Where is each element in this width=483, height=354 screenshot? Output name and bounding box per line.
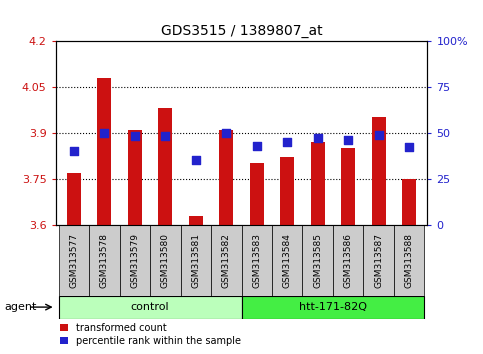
Bar [242, 296, 425, 319]
Text: GSM313582: GSM313582 [222, 233, 231, 288]
Bar [311, 142, 325, 225]
Bar [280, 157, 294, 225]
Bar [150, 225, 181, 296]
Text: GSM313588: GSM313588 [405, 233, 413, 288]
Point [100, 130, 108, 136]
Text: GSM313579: GSM313579 [130, 233, 139, 288]
Text: GSM313585: GSM313585 [313, 233, 322, 288]
Point [192, 158, 199, 163]
Point [222, 130, 230, 136]
Text: agent: agent [5, 302, 37, 312]
Bar [58, 225, 89, 296]
Bar [211, 225, 242, 296]
Point [284, 139, 291, 145]
Text: GSM313584: GSM313584 [283, 233, 292, 288]
Text: GSM313580: GSM313580 [161, 233, 170, 288]
Point [314, 136, 322, 141]
Bar [302, 225, 333, 296]
Point [131, 133, 139, 139]
Text: GSM313581: GSM313581 [191, 233, 200, 288]
Bar [242, 225, 272, 296]
Bar [363, 225, 394, 296]
Point [344, 137, 352, 143]
Point [70, 148, 78, 154]
Bar [341, 148, 355, 225]
Text: GSM313586: GSM313586 [344, 233, 353, 288]
Bar [372, 118, 385, 225]
Bar [219, 130, 233, 225]
Bar [250, 164, 264, 225]
Title: GDS3515 / 1389807_at: GDS3515 / 1389807_at [161, 24, 322, 38]
Text: htt-171-82Q: htt-171-82Q [299, 302, 367, 312]
Bar [189, 216, 203, 225]
Bar [58, 296, 242, 319]
Text: GSM313587: GSM313587 [374, 233, 383, 288]
Bar [128, 130, 142, 225]
Text: GSM313577: GSM313577 [70, 233, 78, 288]
Text: GSM313578: GSM313578 [100, 233, 109, 288]
Bar [272, 225, 302, 296]
Legend: transformed count, percentile rank within the sample: transformed count, percentile rank withi… [60, 323, 241, 346]
Bar [67, 173, 81, 225]
Bar [89, 225, 120, 296]
Text: control: control [131, 302, 170, 312]
Bar [333, 225, 363, 296]
Point [405, 145, 413, 150]
Bar [402, 179, 416, 225]
Bar [181, 225, 211, 296]
Point [253, 143, 261, 148]
Bar [394, 225, 425, 296]
Point [375, 132, 383, 137]
Text: GSM313583: GSM313583 [252, 233, 261, 288]
Bar [158, 108, 172, 225]
Bar [98, 78, 111, 225]
Point [161, 133, 169, 139]
Bar [120, 225, 150, 296]
